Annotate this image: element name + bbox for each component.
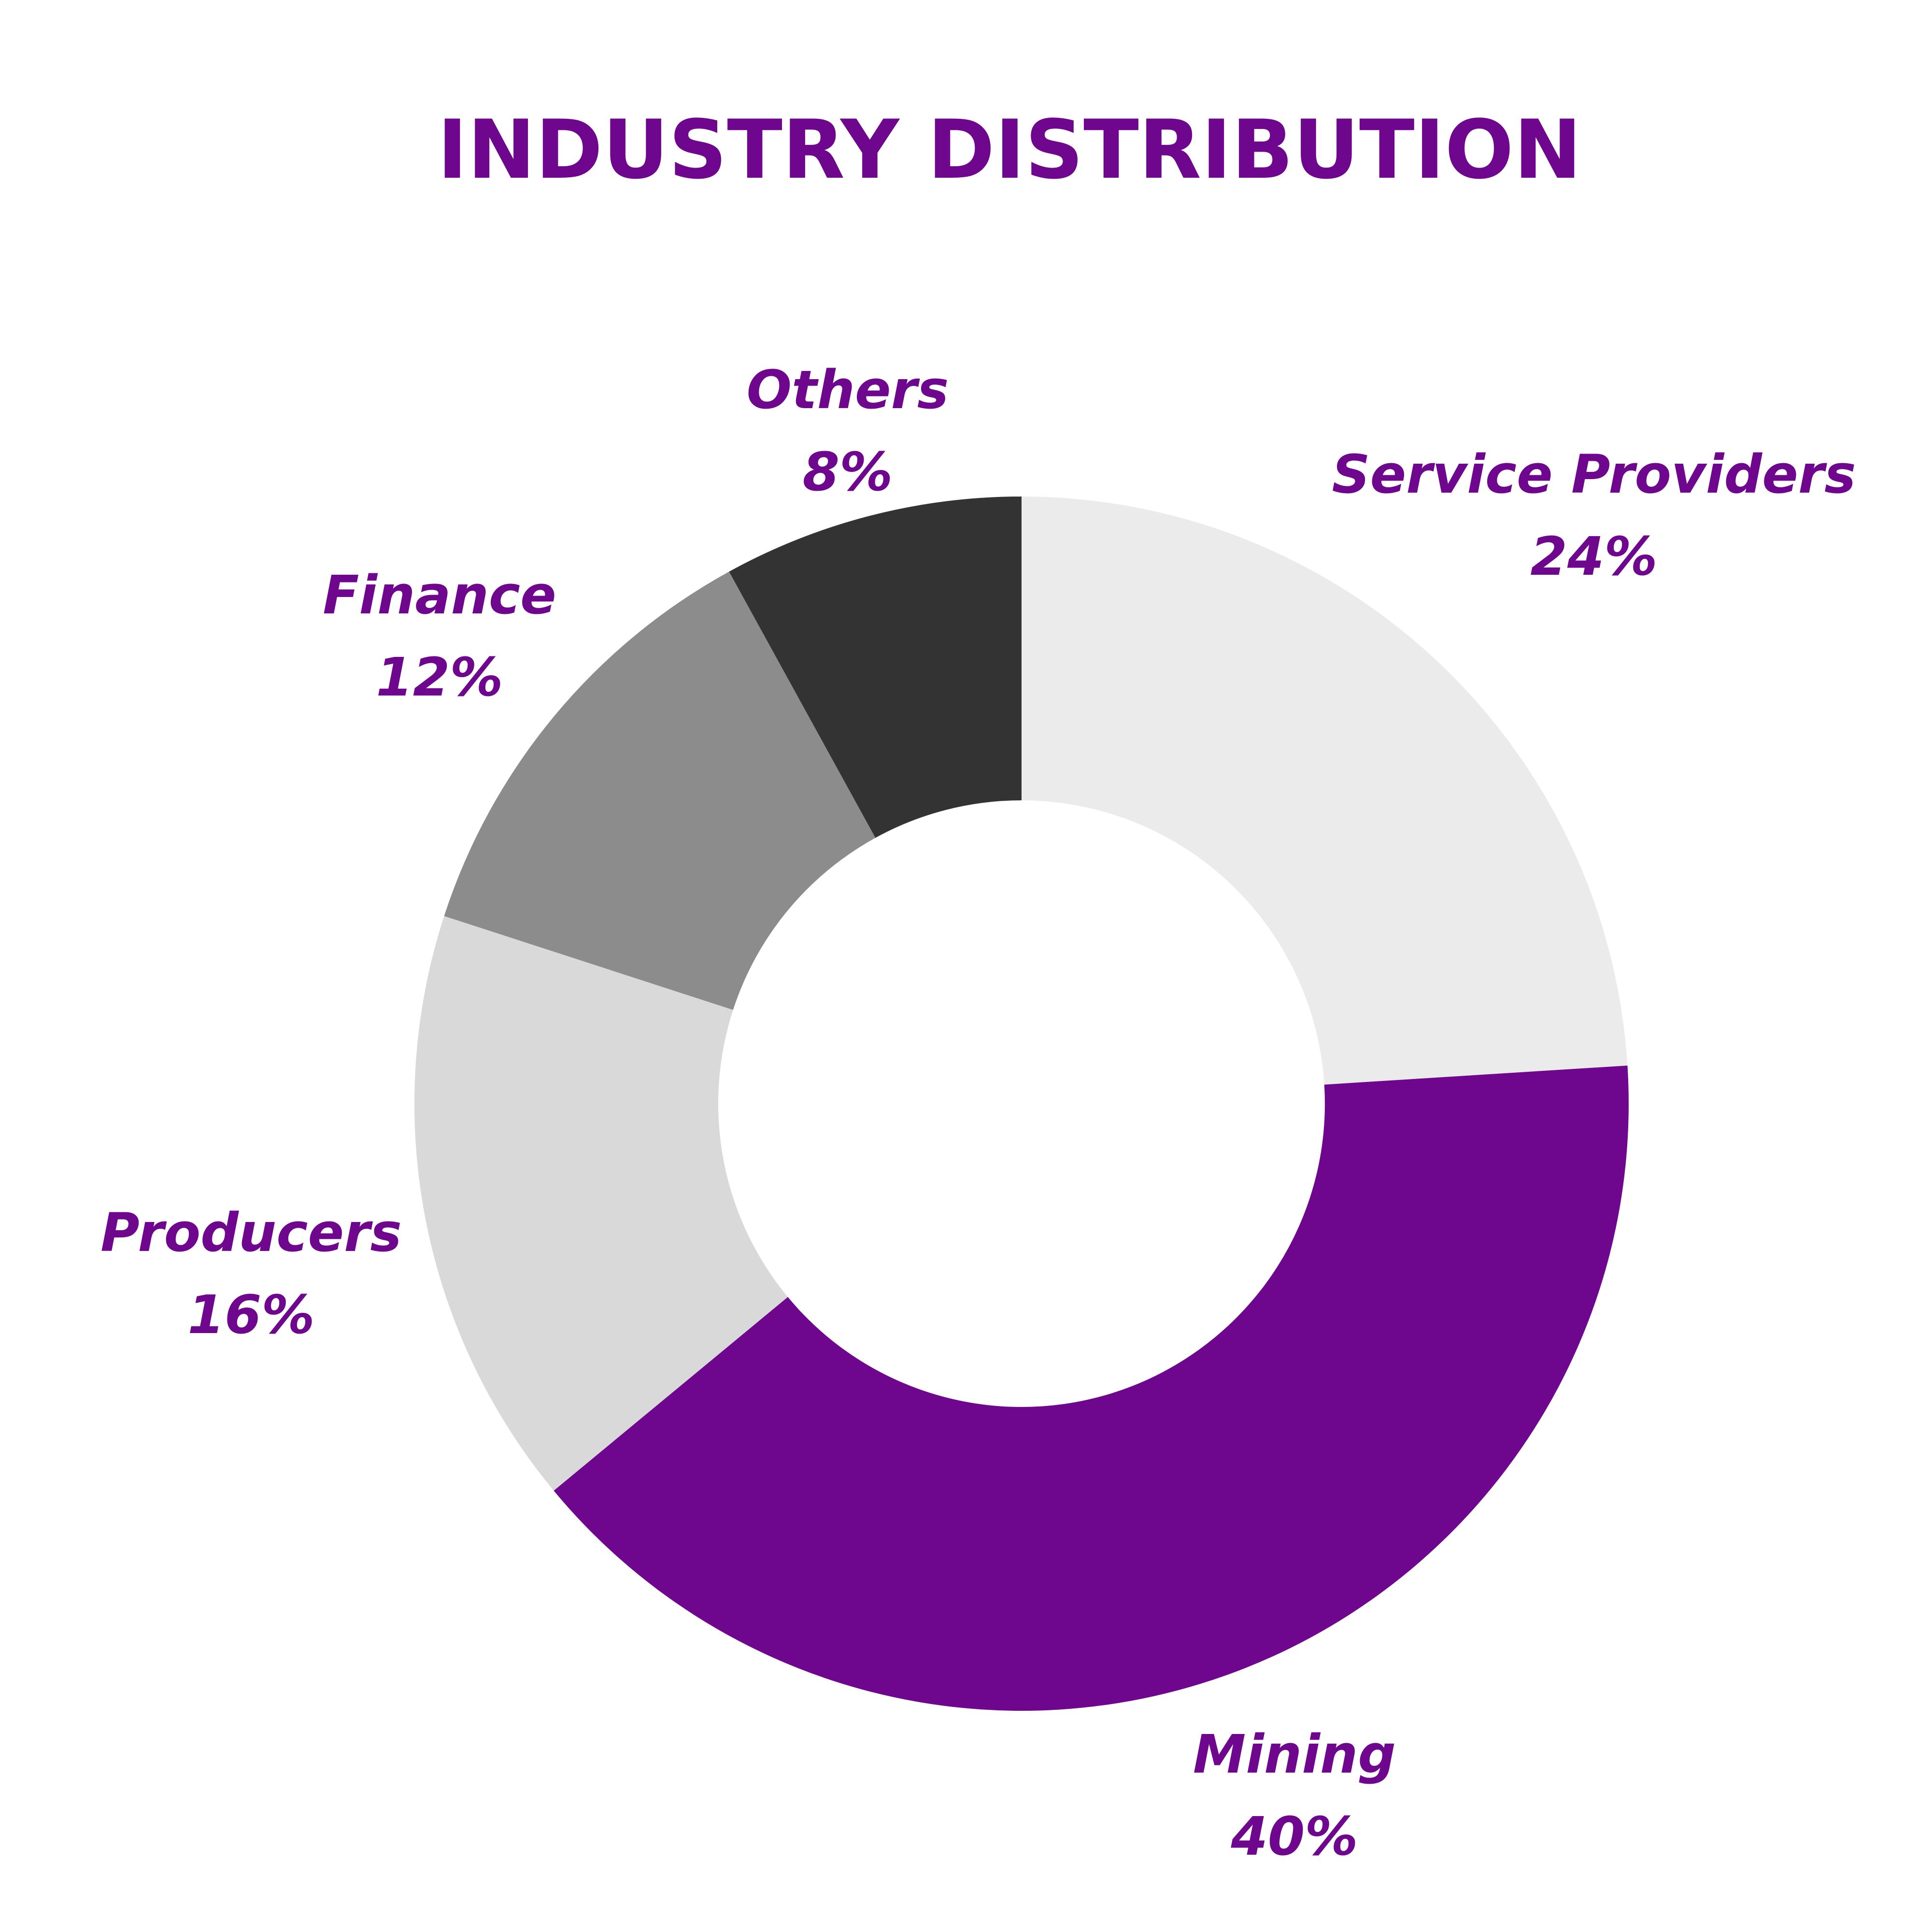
slice-labels: Service Providers 24% Mining 40% Producers 16…	[100, 359, 1856, 1867]
slice-label-producers: Producers	[100, 1202, 402, 1264]
slice-mining	[554, 1065, 1629, 1711]
slice-value-service-providers: 24%	[1530, 526, 1657, 587]
slice-finance	[444, 571, 876, 1010]
slice-producers	[414, 916, 788, 1491]
slice-value-producers: 16%	[187, 1284, 314, 1346]
slice-label-finance: Finance	[323, 564, 556, 626]
slice-label-others: Others	[747, 359, 949, 421]
chart-title: INDUSTRY DISTRIBUTION	[437, 102, 1581, 197]
slice-others	[729, 497, 1022, 838]
slice-value-mining: 40%	[1230, 1805, 1358, 1867]
slice-label-mining: Mining	[1193, 1723, 1396, 1785]
donut-slices	[414, 497, 1629, 1711]
slice-service-providers	[1022, 497, 1628, 1085]
slice-value-finance: 12%	[376, 646, 503, 708]
slice-label-service-providers: Service Providers	[1332, 443, 1856, 505]
slice-value-others: 8%	[803, 441, 893, 503]
